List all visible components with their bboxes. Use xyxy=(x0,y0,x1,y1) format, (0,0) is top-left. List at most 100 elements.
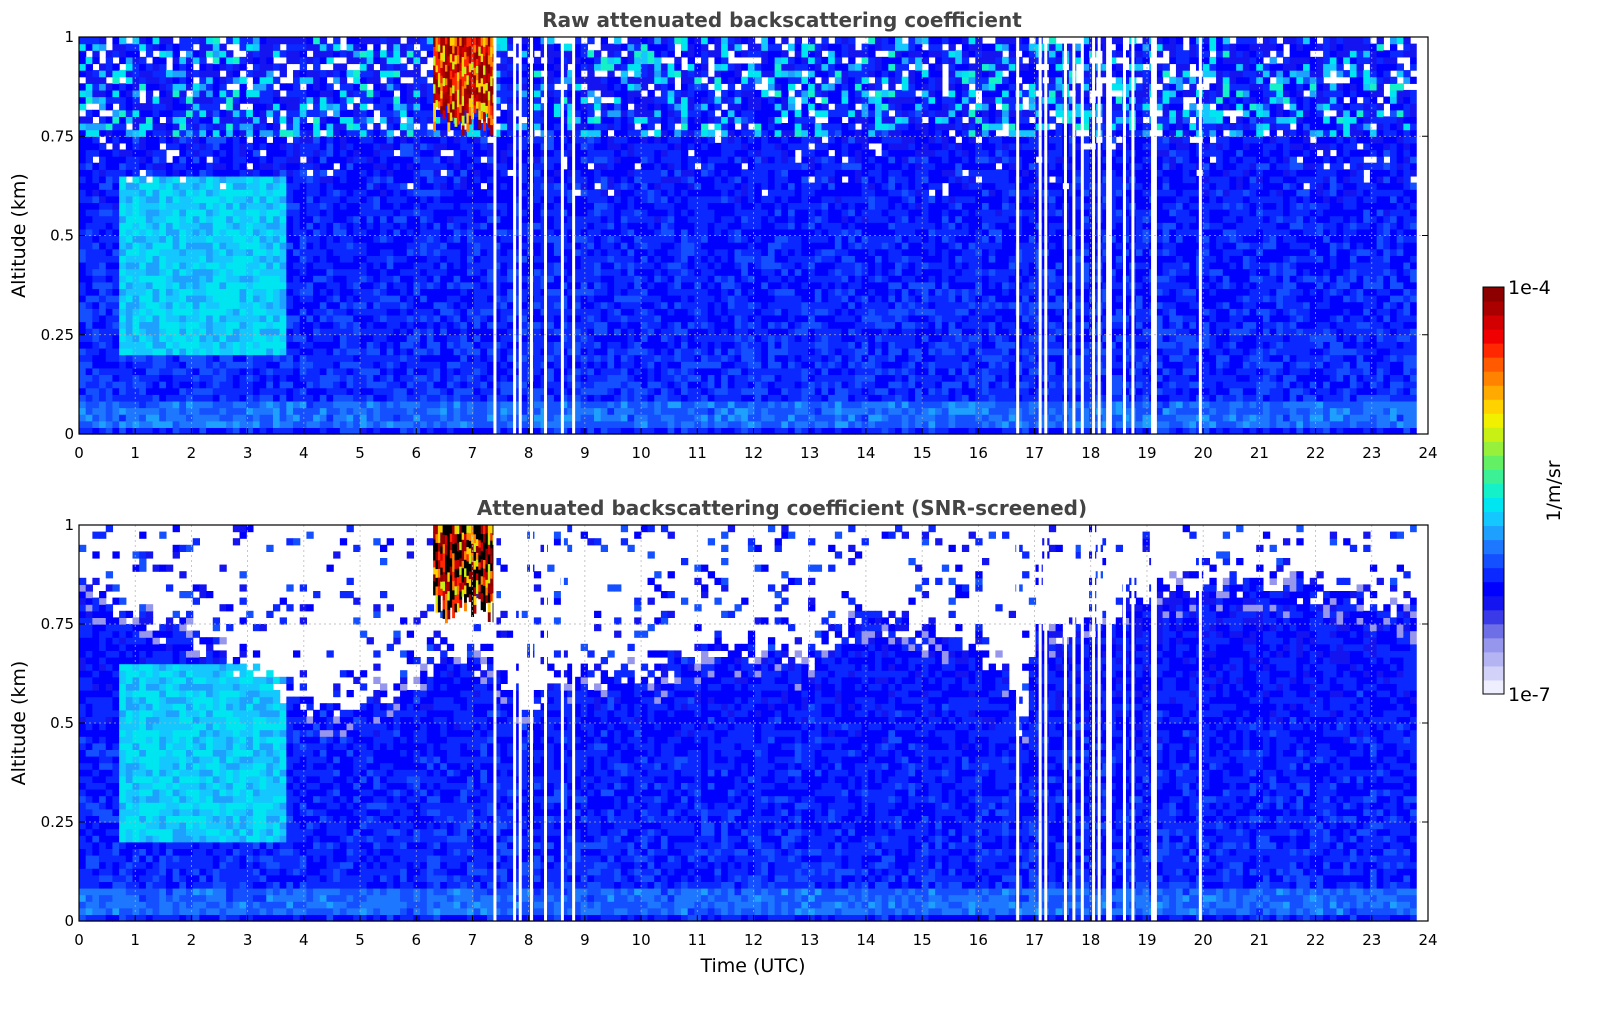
heatmap-cell xyxy=(139,189,146,196)
heatmap-cell xyxy=(119,116,126,123)
heatmap-cell xyxy=(213,242,220,249)
heatmap-cell xyxy=(240,275,247,282)
heatmap-cell xyxy=(333,275,340,282)
heatmap-cell xyxy=(126,143,133,150)
heatmap-cell xyxy=(79,348,86,355)
heatmap-cell xyxy=(92,90,99,97)
heatmap-cell xyxy=(206,381,213,388)
heatmap-cell xyxy=(407,275,414,282)
heatmap-cell xyxy=(226,156,233,163)
heatmap-cell xyxy=(326,229,333,236)
heatmap-cell xyxy=(159,103,166,110)
heatmap-cell xyxy=(373,401,380,408)
heatmap-cell xyxy=(347,209,354,216)
heatmap-cell xyxy=(273,44,280,51)
heatmap-cell xyxy=(293,183,300,190)
heatmap-cell xyxy=(79,255,86,262)
heatmap-cell xyxy=(226,97,233,104)
heatmap-cell xyxy=(367,388,374,395)
heatmap-cell xyxy=(240,348,247,355)
heatmap-cell xyxy=(306,77,313,84)
heatmap-cell xyxy=(133,315,140,322)
heatmap-cell xyxy=(306,236,313,243)
heatmap-cell xyxy=(326,288,333,295)
heatmap-cell xyxy=(313,189,320,196)
heatmap-cell xyxy=(326,348,333,355)
heatmap-cell xyxy=(360,196,367,203)
heatmap-cell xyxy=(393,156,400,163)
heatmap-cell xyxy=(427,295,434,302)
heatmap-cell xyxy=(340,348,347,355)
heatmap-cell xyxy=(106,209,113,216)
heatmap-cell xyxy=(146,394,153,401)
heatmap-cell xyxy=(146,169,153,176)
heatmap-cell xyxy=(427,262,434,269)
heatmap-cell xyxy=(407,348,414,355)
heatmap-cell xyxy=(186,216,193,223)
heatmap-cell xyxy=(173,315,180,322)
heatmap-cell xyxy=(260,249,267,256)
heatmap-cell xyxy=(226,222,233,229)
heatmap-cell xyxy=(226,90,233,97)
heatmap-cell xyxy=(112,196,119,203)
heatmap-cell xyxy=(226,149,233,156)
heatmap-cell xyxy=(240,361,247,368)
heatmap-cell xyxy=(373,408,380,415)
heatmap-cell xyxy=(233,355,240,362)
heatmap-cell xyxy=(146,196,153,203)
heatmap-cell xyxy=(199,302,206,309)
heatmap-cell xyxy=(300,143,307,150)
heatmap-cell xyxy=(413,288,420,295)
heatmap-cell xyxy=(300,355,307,362)
heatmap-cell xyxy=(233,90,240,97)
heatmap-cell xyxy=(193,156,200,163)
heatmap-cell xyxy=(173,408,180,415)
heatmap-cell xyxy=(79,242,86,249)
heatmap-cell xyxy=(347,97,354,104)
heatmap-cell xyxy=(353,189,360,196)
heatmap-cell xyxy=(126,149,133,156)
heatmap-cell xyxy=(92,149,99,156)
heatmap-cell xyxy=(340,209,347,216)
heatmap-cell xyxy=(260,222,267,229)
heatmap-cell xyxy=(186,97,193,104)
heatmap-cell xyxy=(92,57,99,64)
heatmap-cell xyxy=(347,295,354,302)
heatmap-cell xyxy=(186,401,193,408)
heatmap-cell xyxy=(126,44,133,51)
heatmap-cell xyxy=(119,401,126,408)
heatmap-cell xyxy=(79,57,86,64)
heatmap-cell xyxy=(380,202,387,209)
heatmap-cell xyxy=(206,103,213,110)
heatmap-cell xyxy=(313,97,320,104)
heatmap-cell xyxy=(353,388,360,395)
heatmap-cell xyxy=(407,149,414,156)
heatmap-cell xyxy=(146,388,153,395)
heatmap-cell xyxy=(186,163,193,170)
heatmap-cell xyxy=(400,308,407,315)
heatmap-cell xyxy=(360,348,367,355)
heatmap-cell xyxy=(313,149,320,156)
heatmap-cell xyxy=(86,123,93,130)
heatmap-cell xyxy=(133,408,140,415)
heatmap-cell xyxy=(193,269,200,276)
heatmap-cell xyxy=(86,302,93,309)
heatmap-cell xyxy=(199,37,206,44)
heatmap-cell xyxy=(219,136,226,143)
heatmap-cell xyxy=(199,44,206,51)
heatmap-cell xyxy=(367,401,374,408)
heatmap-cell xyxy=(79,388,86,395)
heatmap-cell xyxy=(166,335,173,342)
heatmap-cell xyxy=(266,222,273,229)
heatmap-cell xyxy=(407,83,414,90)
heatmap-cell xyxy=(326,202,333,209)
heatmap-cell xyxy=(92,394,99,401)
heatmap-cell xyxy=(360,202,367,209)
heatmap-cell xyxy=(219,421,226,428)
heatmap-cell xyxy=(427,348,434,355)
heatmap-cell xyxy=(193,110,200,117)
heatmap-cell xyxy=(253,394,260,401)
heatmap-cell xyxy=(306,322,313,329)
heatmap-cell xyxy=(213,209,220,216)
heatmap-cell xyxy=(153,236,160,243)
